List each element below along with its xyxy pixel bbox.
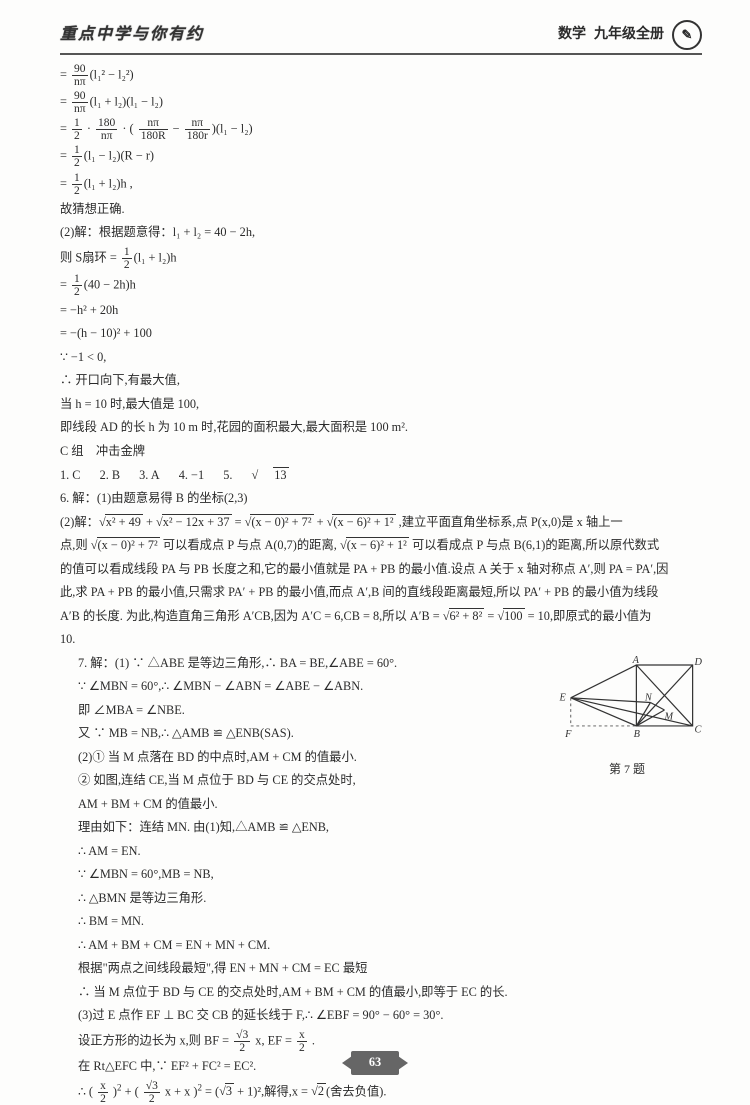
- ans: 5. 13: [223, 468, 304, 482]
- ans: 4. −1: [179, 468, 204, 482]
- group-heading: C 组 冲击金牌: [60, 441, 702, 463]
- q6-line: A′B 的长度. 为此,构造直角三角形 A′CB,因为 A′C = 6,CB =…: [60, 606, 702, 628]
- q7-line: ∴ AM + BM + CM = EN + MN + CM.: [60, 935, 702, 957]
- q7-line: ∵ ∠MBN = 60°,MB = NB,: [60, 864, 702, 886]
- header-meta: 数学 九年级全册 ✎: [558, 20, 702, 50]
- q7-line: ∴ ( x2 )2 + ( √32 x + x )2 = (3 + 1)²,解得…: [60, 1080, 702, 1105]
- figure-q7: A D C B E F M N 第 7 题: [552, 655, 702, 781]
- svg-text:N: N: [644, 692, 653, 703]
- eq-line: = 90nπ(l₁ + l₂)(l₁ − l₂): [60, 90, 702, 115]
- q6-line: 的值可以看成线段 PA 与 PB 长度之和,它的最小值就是 PA + PB 的最…: [60, 559, 702, 581]
- svg-text:B: B: [634, 729, 641, 740]
- q7-line: ∴ △BMN 是等边三角形.: [60, 888, 702, 910]
- q7-line: (3)过 E 点作 EF ⊥ BC 交 CB 的延长线于 F,∴ ∠EBF = …: [60, 1005, 702, 1027]
- q6-line: 此,求 PA + PB 的最小值,只需求 PA′ + PB 的最小值,而点 A′…: [60, 582, 702, 604]
- series-logo-icon: ✎: [672, 20, 702, 50]
- svg-text:M: M: [664, 711, 675, 722]
- eq-line: = −(h − 10)² + 100: [60, 323, 702, 345]
- q6-line: 10.: [60, 629, 702, 651]
- eq-line: ∴ 开口向下,有最大值,: [60, 370, 702, 392]
- eq-line: = −h² + 20h: [60, 300, 702, 322]
- q7-line: ∴ AM = EN.: [60, 841, 702, 863]
- q7-line: 根据"两点之间线段最短",得 EN + MN + CM = EC 最短: [60, 958, 702, 980]
- ans: 3. A: [139, 468, 160, 482]
- eq-line: = 12(40 − 2h)h: [60, 273, 702, 298]
- q7-line: 设正方形的边长为 x,则 BF = √32 x, EF = x2 .: [60, 1029, 702, 1054]
- content-body: = 90nπ(l₁² − l₂²) = 90nπ(l₁ + l₂)(l₁ − l…: [60, 63, 702, 1105]
- eq-line: 即线段 AD 的长 h 为 10 m 时,花园的面积最大,最大面积是 100 m…: [60, 417, 702, 439]
- figure-caption: 第 7 题: [552, 759, 702, 780]
- diagram-q7: A D C B E F M N: [552, 655, 702, 750]
- q7-line: ∴ BM = MN.: [60, 911, 702, 933]
- series-title: 重点中学与你有约: [60, 21, 204, 49]
- svg-text:F: F: [564, 729, 572, 740]
- eq-line: = 12(l₁ − l₂)(R − r): [60, 144, 702, 169]
- q6-line: (2)解：x² + 49 + x² − 12x + 37 = (x − 0)² …: [60, 512, 702, 534]
- subject: 数学: [558, 23, 586, 48]
- eq-line: 当 h = 10 时,最大值是 100,: [60, 394, 702, 416]
- q7-line: AM + BM + CM 的值最小.: [60, 794, 702, 816]
- grade: 九年级全册: [594, 23, 664, 48]
- page-header: 重点中学与你有约 数学 九年级全册 ✎: [60, 20, 702, 55]
- eq-line: 则 S扇环 = 12(l₁ + l₂)h: [60, 246, 702, 271]
- eq-line: = 90nπ(l₁² − l₂²): [60, 63, 702, 88]
- page-number: 63: [351, 1051, 399, 1075]
- q7-line: ∴ 当 M 点位于 BD 与 CE 的交点处时,AM + BM + CM 的值最…: [60, 982, 702, 1004]
- answer-row: 1. C 2. B 3. A 4. −1 5. 13: [60, 465, 702, 487]
- q7-line: 理由如下：连结 MN. 由(1)知,△AMB ≌ △ENB,: [60, 817, 702, 839]
- page: 重点中学与你有约 数学 九年级全册 ✎ = 90nπ(l₁² − l₂²) = …: [0, 0, 750, 1089]
- eq-line: = 12(l₁ + l₂)h ,: [60, 172, 702, 197]
- q6-line: 6. 解：(1)由题意易得 B 的坐标(2,3): [60, 488, 702, 510]
- ans: 1. C: [60, 468, 81, 482]
- eq-line: = 12 · 180nπ · ( nπ180R − nπ180r)(l₁ − l…: [60, 117, 702, 142]
- ans: 2. B: [100, 468, 121, 482]
- eq-line: ∵ −1 < 0,: [60, 347, 702, 369]
- svg-text:D: D: [694, 657, 703, 668]
- step: (2)解：根据题意得：l₁ + l₂ = 40 − 2h,: [60, 222, 702, 244]
- svg-text:A: A: [632, 655, 640, 666]
- svg-text:E: E: [559, 692, 567, 703]
- q6-line: 点,则 (x − 0)² + 7² 可以看成点 P 与点 A(0,7)的距离, …: [60, 535, 702, 557]
- page-number-area: 63: [0, 1051, 750, 1075]
- svg-text:C: C: [695, 724, 702, 735]
- conclusion: 故猜想正确.: [60, 199, 702, 221]
